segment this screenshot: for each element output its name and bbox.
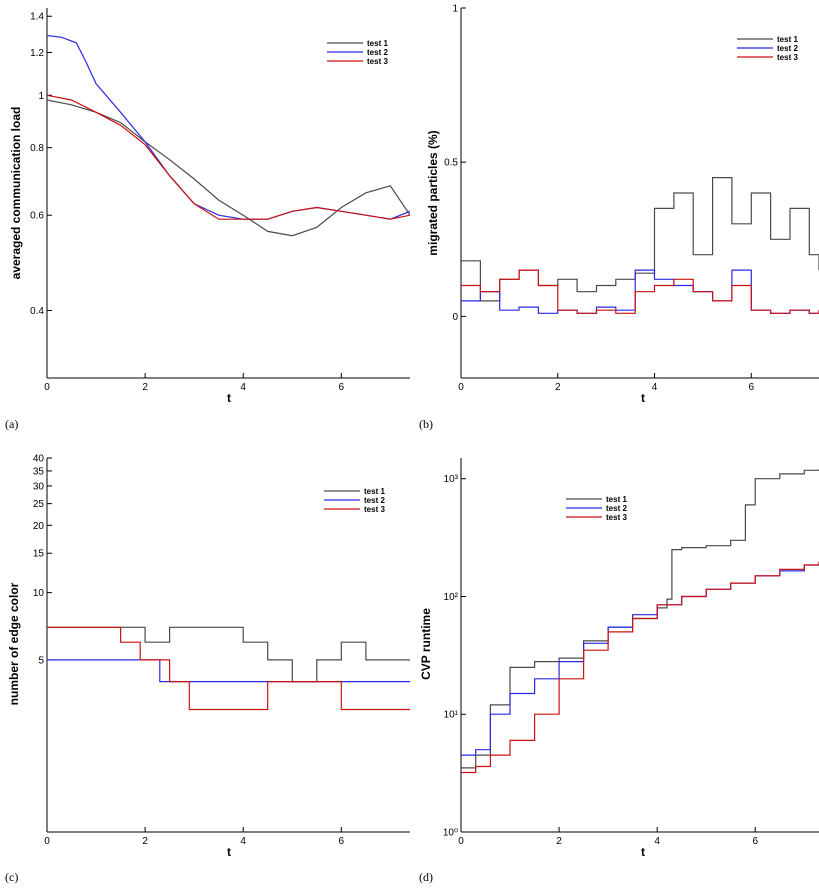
legend-entry: test 3: [364, 505, 385, 514]
y-tick-label: 0.5: [444, 158, 458, 169]
y-axis-label: number of edge color: [7, 582, 21, 705]
series-line-test-1: [461, 177, 819, 302]
x-tick-label: 0: [458, 382, 464, 393]
y-tick-label: 10: [33, 588, 45, 599]
y-tick-label: 1: [452, 4, 458, 15]
legend-entry: test 1: [367, 39, 388, 48]
legend-entry: test 1: [606, 495, 627, 504]
y-tick-label: 1.2: [30, 48, 44, 59]
x-tick-label: 2: [142, 836, 148, 847]
series-line-test-2: [47, 34, 410, 220]
panel-label: (c): [5, 870, 18, 884]
y-tick-label: 30: [33, 481, 45, 492]
legend-entry: test 2: [606, 504, 627, 513]
y-tick-label: 5: [38, 655, 44, 666]
y-tick-label: 0: [452, 312, 458, 323]
y-tick-label: 0.6: [30, 211, 44, 222]
x-axis-label: t: [641, 391, 645, 405]
series-line-test-1: [461, 469, 819, 769]
series-line-test-3: [461, 561, 819, 774]
x-axis-label: t: [227, 845, 231, 859]
series-line-test-3: [461, 269, 819, 314]
y-tick-label: 35: [33, 466, 45, 477]
y-tick-label: 10³: [444, 474, 459, 485]
x-axis-label: t: [641, 845, 645, 859]
series-line-test-1: [47, 99, 410, 237]
series-line-test-2: [461, 562, 819, 756]
x-tick-label: 2: [556, 836, 562, 847]
legend-entry: test 2: [364, 496, 385, 505]
y-tick-label: 20: [33, 521, 45, 532]
legend-entry: test 3: [777, 53, 798, 62]
panel-label: (b): [419, 417, 433, 431]
y-tick-label: 40: [33, 454, 45, 465]
x-tick-label: 6: [339, 836, 345, 847]
x-axis-label: t: [227, 391, 231, 405]
y-tick-label: 10²: [444, 592, 459, 603]
y-axis-label: migrated particles (%): [426, 130, 440, 255]
series-line-test-1: [47, 626, 410, 683]
y-axis-label: CVP runtime: [419, 608, 433, 680]
legend-entry: test 2: [777, 44, 798, 53]
x-tick-label: 4: [652, 382, 658, 393]
x-tick-label: 4: [240, 836, 246, 847]
y-tick-label: 25: [33, 499, 45, 510]
y-tick-label: 0.4: [30, 306, 44, 317]
y-tick-label: 10¹: [444, 710, 459, 721]
x-tick-label: 6: [339, 382, 345, 393]
x-tick-label: 6: [748, 382, 754, 393]
panel-label: (d): [419, 870, 433, 884]
x-tick-label: 2: [142, 382, 148, 393]
y-axis-label: averaged communication load: [9, 107, 23, 280]
y-tick-label: 1.4: [30, 12, 44, 23]
legend-entry: test 1: [364, 487, 385, 496]
series-line-test-2: [47, 659, 410, 683]
series-line-test-3: [47, 94, 410, 220]
x-tick-label: 0: [44, 836, 50, 847]
legend-entry: test 2: [367, 48, 388, 57]
y-tick-label: 15: [33, 549, 45, 560]
panel-label: (a): [5, 417, 18, 431]
x-tick-label: 6: [752, 836, 758, 847]
x-tick-label: 4: [240, 382, 246, 393]
y-tick-label: 0.8: [30, 143, 44, 154]
legend-entry: test 3: [606, 513, 627, 522]
y-tick-label: 10⁰: [443, 828, 458, 839]
legend-entry: test 3: [367, 57, 388, 66]
series-line-test-3: [47, 626, 410, 711]
y-tick-label: 1: [38, 91, 44, 102]
x-tick-label: 0: [44, 382, 50, 393]
x-tick-label: 2: [555, 382, 561, 393]
x-tick-label: 4: [654, 836, 660, 847]
legend-entry: test 1: [777, 35, 798, 44]
x-tick-label: 0: [458, 836, 464, 847]
